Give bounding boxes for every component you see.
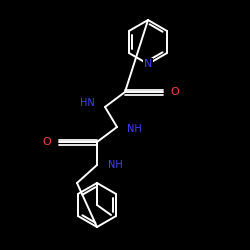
Text: NH: NH xyxy=(108,160,123,170)
Text: HN: HN xyxy=(80,98,95,108)
Text: NH: NH xyxy=(127,124,142,134)
Text: O: O xyxy=(42,137,51,147)
Text: O: O xyxy=(170,87,179,97)
Text: N: N xyxy=(144,59,152,69)
